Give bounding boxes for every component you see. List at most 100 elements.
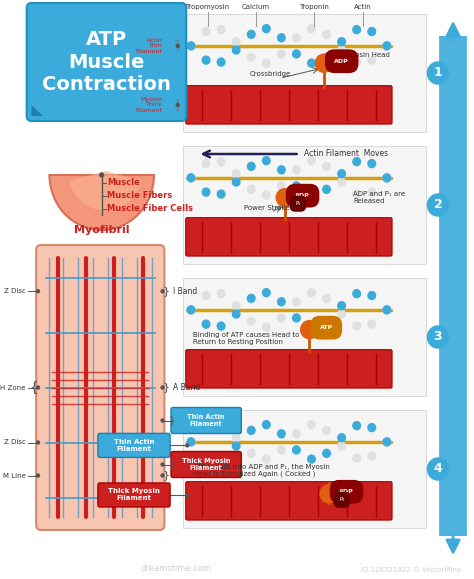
Text: Myosin
Thick
Filament: Myosin Thick Filament — [136, 97, 163, 113]
Circle shape — [232, 38, 240, 46]
Circle shape — [292, 446, 300, 454]
Circle shape — [161, 419, 164, 422]
Circle shape — [308, 25, 315, 32]
Circle shape — [187, 174, 195, 182]
FancyBboxPatch shape — [183, 278, 426, 396]
Text: Thin Actin
Filament: Thin Actin Filament — [187, 414, 225, 427]
Circle shape — [308, 420, 315, 428]
Text: }: } — [163, 286, 170, 296]
Text: ADP and P₁ are
Released: ADP and P₁ are Released — [353, 191, 405, 204]
Circle shape — [232, 46, 240, 54]
Text: ID 126321922 © VectorMine: ID 126321922 © VectorMine — [361, 567, 461, 573]
Circle shape — [263, 191, 270, 199]
Circle shape — [383, 438, 391, 446]
FancyBboxPatch shape — [186, 86, 392, 124]
Circle shape — [187, 174, 195, 182]
Text: ATP is split into ADP and P₁, the Myosin
Head is Energized Again ( Cocked ): ATP is split into ADP and P₁, the Myosin… — [193, 464, 330, 477]
FancyBboxPatch shape — [36, 245, 164, 530]
Circle shape — [187, 42, 195, 50]
Wedge shape — [69, 171, 142, 211]
Circle shape — [353, 290, 361, 298]
Circle shape — [232, 178, 240, 186]
Circle shape — [232, 302, 240, 310]
Circle shape — [320, 485, 337, 503]
Circle shape — [323, 294, 330, 302]
Circle shape — [278, 446, 285, 454]
Circle shape — [36, 441, 39, 444]
FancyBboxPatch shape — [171, 452, 241, 478]
Text: Z Disc: Z Disc — [4, 288, 26, 294]
Text: ADP: ADP — [339, 489, 354, 494]
Circle shape — [308, 455, 315, 463]
Circle shape — [176, 104, 179, 107]
Circle shape — [383, 42, 391, 50]
Circle shape — [353, 190, 361, 198]
Text: Tropomyosin: Tropomyosin — [185, 4, 230, 10]
Circle shape — [383, 438, 391, 446]
FancyBboxPatch shape — [171, 408, 241, 434]
Text: 2: 2 — [434, 199, 442, 211]
Circle shape — [292, 34, 300, 42]
Text: }: } — [169, 460, 175, 470]
Circle shape — [217, 322, 225, 330]
Circle shape — [276, 189, 293, 207]
Circle shape — [36, 290, 39, 293]
Text: Actin Filament  Moves: Actin Filament Moves — [304, 149, 389, 159]
Text: Crossbridge: Crossbridge — [250, 71, 291, 77]
Circle shape — [338, 170, 346, 178]
Circle shape — [323, 53, 330, 61]
Circle shape — [202, 56, 210, 64]
Circle shape — [278, 430, 285, 438]
Text: }: } — [163, 471, 170, 481]
Circle shape — [247, 53, 255, 61]
Circle shape — [292, 314, 300, 322]
Text: {: { — [29, 380, 38, 394]
Circle shape — [308, 59, 315, 67]
Circle shape — [301, 321, 318, 339]
Circle shape — [161, 474, 164, 477]
Circle shape — [263, 323, 270, 331]
Circle shape — [338, 178, 346, 186]
Text: }: } — [173, 98, 182, 111]
Circle shape — [368, 56, 375, 64]
Text: P₁: P₁ — [295, 201, 301, 206]
Circle shape — [338, 38, 346, 46]
Circle shape — [161, 463, 164, 466]
Circle shape — [232, 434, 240, 442]
Circle shape — [292, 430, 300, 438]
Text: Muscle: Muscle — [108, 178, 140, 187]
Text: Myosin Head: Myosin Head — [345, 52, 390, 58]
Circle shape — [368, 424, 375, 431]
FancyBboxPatch shape — [183, 146, 426, 264]
Text: Power Stroke: Power Stroke — [244, 205, 290, 211]
Circle shape — [338, 302, 346, 310]
Circle shape — [383, 174, 391, 182]
Circle shape — [100, 173, 104, 177]
FancyBboxPatch shape — [186, 482, 392, 520]
Text: ADP: ADP — [334, 58, 349, 64]
Circle shape — [368, 292, 375, 299]
Text: I Band: I Band — [173, 471, 197, 480]
Circle shape — [353, 25, 361, 34]
Text: Actin
Thin
Filament: Actin Thin Filament — [136, 38, 163, 54]
Circle shape — [217, 58, 225, 66]
Circle shape — [202, 320, 210, 328]
Polygon shape — [31, 105, 43, 116]
FancyBboxPatch shape — [27, 3, 186, 121]
Text: H Zone: H Zone — [0, 384, 26, 390]
Circle shape — [308, 157, 315, 164]
Circle shape — [247, 30, 255, 38]
Text: }: } — [169, 416, 175, 426]
Circle shape — [338, 434, 346, 442]
FancyBboxPatch shape — [183, 14, 426, 132]
Circle shape — [263, 455, 270, 463]
Text: P₁: P₁ — [339, 497, 345, 502]
Circle shape — [338, 442, 346, 450]
Text: }: } — [163, 383, 170, 393]
Circle shape — [202, 292, 210, 299]
Circle shape — [263, 289, 270, 296]
Circle shape — [383, 306, 391, 314]
Circle shape — [161, 290, 164, 293]
Circle shape — [247, 185, 255, 193]
Circle shape — [186, 444, 189, 447]
